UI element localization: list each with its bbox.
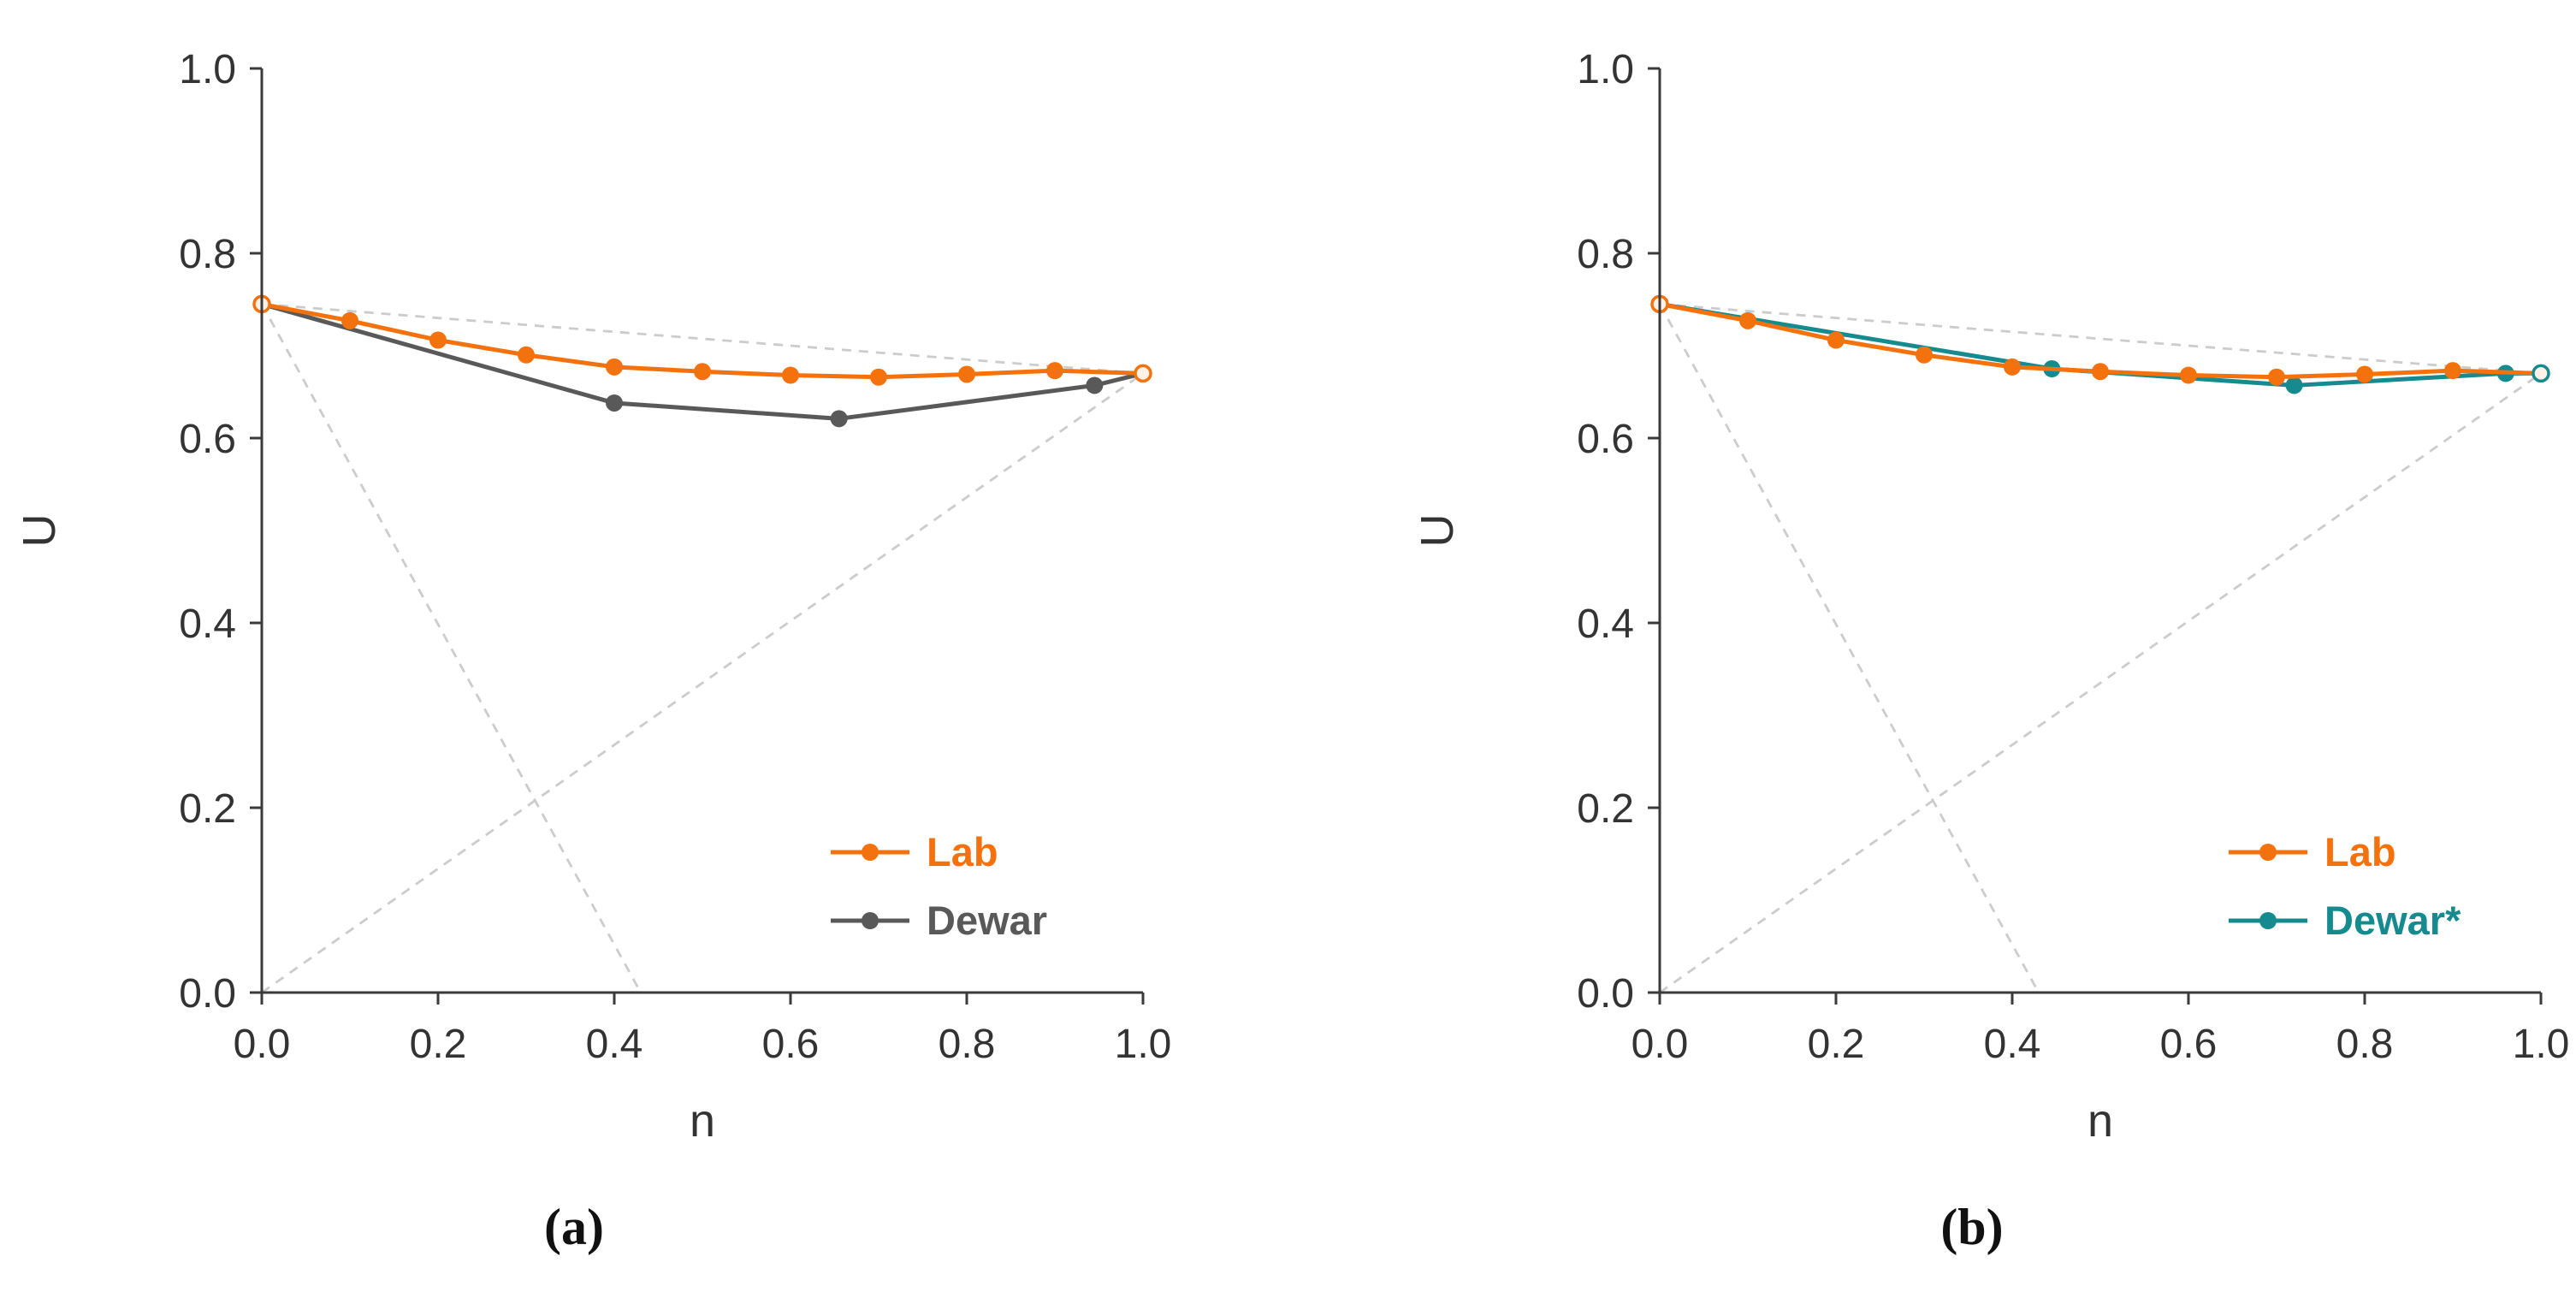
legend-entry-Dewar: Dewar [831, 898, 1047, 943]
y-tick-label: 0.8 [1577, 232, 1634, 277]
figure-a: 0.0 0.2 0.4 0.6 0.8 1.0 0.0 0.2 0.4 0.6 0.8 1.0 n U L… [5, 15, 1203, 1257]
y-tick-label: 0.8 [179, 232, 236, 277]
y-tick-label: 0.4 [1577, 602, 1634, 647]
x-tick-label: 0.2 [1808, 1022, 1865, 1067]
legend-marker [2259, 844, 2277, 861]
data-point [1916, 346, 1933, 364]
y-tick-label: 0.2 [179, 786, 236, 832]
x-tick-label: 0.4 [1984, 1022, 2041, 1067]
x-tick-label: 1.0 [2513, 1022, 2570, 1067]
reference-dashed-line [1659, 372, 2542, 994]
chart-a: 0.0 0.2 0.4 0.6 0.8 1.0 0.0 0.2 0.4 0.6 0.8 1.0 n U L… [14, 47, 1172, 1147]
legend-entry-Dewar*: Dewar* [2229, 898, 2461, 943]
x-axis-label: n [690, 1095, 715, 1147]
data-point [2268, 368, 2285, 386]
data-point [2004, 358, 2021, 376]
x-tick-label: 0.0 [234, 1022, 291, 1067]
x-tick-label: 0.0 [1631, 1022, 1689, 1067]
x-tick-label: 0.2 [410, 1022, 467, 1067]
data-point [2180, 366, 2197, 384]
y-axis-label: U [1412, 514, 1463, 548]
data-point [518, 346, 535, 364]
x-tick-label: 1.0 [1115, 1022, 1172, 1067]
data-point [870, 368, 887, 386]
reference-dashed-line [1659, 303, 2542, 375]
reference-dashed-line [261, 303, 1144, 375]
y-tick-label: 0.2 [1577, 786, 1634, 832]
x-tick-label: 0.6 [2160, 1022, 2218, 1067]
data-point [606, 358, 623, 376]
chart-b: 0.0 0.2 0.4 0.6 0.8 1.0 0.0 0.2 0.4 0.6 0.8 1.0 n U L… [1412, 47, 2570, 1147]
data-point [1827, 331, 1845, 349]
series-line-Dewar [259, 301, 1146, 421]
data-point [830, 410, 848, 428]
y-tick-label: 0.0 [179, 971, 236, 1017]
data-point [694, 363, 711, 381]
figure-a-caption: (a) [544, 1199, 604, 1255]
x-tick-label: 0.8 [939, 1022, 996, 1067]
y-axis-label: U [14, 514, 65, 548]
figure-b: 0.0 0.2 0.4 0.6 0.8 1.0 0.0 0.2 0.4 0.6 0.8 1.0 n U L… [1403, 15, 2576, 1257]
reference-dashed-line [260, 303, 643, 993]
data-point [429, 331, 447, 349]
legend-marker [862, 844, 879, 861]
legend-label: Dewar* [2324, 898, 2461, 943]
data-point [2444, 362, 2461, 380]
legend-marker [862, 912, 879, 929]
reference-dashed-line [1658, 303, 2040, 993]
x-tick-label: 0.4 [586, 1022, 643, 1067]
data-point [341, 311, 358, 329]
y-tick-label: 1.0 [1577, 47, 1634, 92]
data-point [2285, 376, 2303, 394]
data-point [606, 394, 623, 412]
data-point [958, 365, 975, 383]
reference-dashed-line [261, 372, 1144, 994]
legend-entry-Lab: Lab [2229, 829, 2396, 874]
y-tick-label: 0.6 [179, 417, 236, 462]
y-tick-label: 0.4 [179, 602, 236, 647]
y-tick-label: 0.0 [1577, 971, 1634, 1017]
legend-label: Lab [927, 829, 998, 874]
data-point [1739, 311, 1756, 329]
open-data-point [2532, 364, 2550, 383]
data-point [2356, 365, 2373, 383]
legend-label: Lab [2324, 829, 2396, 874]
data-point [1086, 376, 1104, 394]
y-tick-label: 1.0 [179, 47, 236, 92]
x-axis-label: n [2087, 1095, 2113, 1147]
legend-label: Dewar [927, 898, 1047, 943]
open-data-point [1134, 364, 1152, 383]
figure-b-caption: (b) [1940, 1199, 2004, 1255]
legend-entry-Lab: Lab [831, 829, 998, 874]
data-point [782, 366, 799, 384]
y-tick-label: 0.6 [1577, 417, 1634, 462]
data-point [1046, 362, 1063, 380]
x-tick-label: 0.6 [762, 1022, 820, 1067]
x-tick-label: 0.8 [2336, 1022, 2394, 1067]
data-point [2092, 363, 2109, 381]
legend-marker [2259, 912, 2277, 929]
